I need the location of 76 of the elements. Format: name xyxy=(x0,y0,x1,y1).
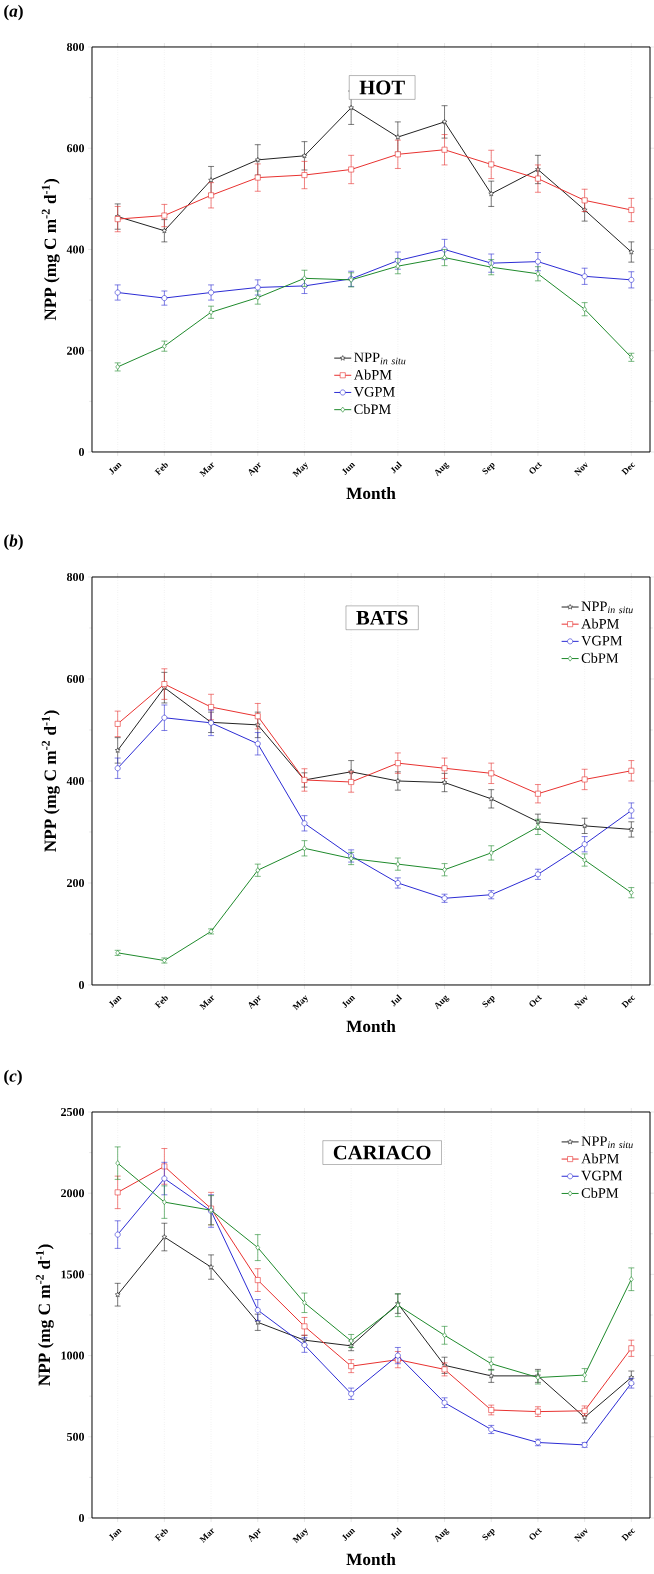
text: CARIACO xyxy=(333,1145,431,1160)
x-tick-label: Aug xyxy=(435,995,450,1010)
legend-label: AbPM xyxy=(581,1153,619,1164)
x-tick-label: Sep xyxy=(482,996,495,1008)
y-tick-label: 2000 xyxy=(61,1189,84,1198)
x-tick-label: Jul xyxy=(390,994,403,1007)
text: (a) xyxy=(4,4,23,21)
y-tick-label: 2500 xyxy=(61,1107,84,1117)
y-tick-label: 800 xyxy=(66,572,84,582)
x-tick-label: Mar xyxy=(199,995,215,1010)
y-tick-label: 400 xyxy=(66,776,84,786)
legend-label: VGPM xyxy=(353,386,395,397)
x-tick-label: May xyxy=(292,1528,308,1544)
text: BATS xyxy=(356,610,408,625)
legend-label: VGPM xyxy=(581,1170,623,1181)
x-tick-label: Sep xyxy=(482,463,495,475)
x-axis-title: Month xyxy=(346,486,396,500)
x-tick-label: Apr xyxy=(248,1528,262,1542)
x-tick-label: Nov xyxy=(573,1528,588,1542)
x-tick-label: Jun xyxy=(341,462,356,475)
x-tick-label: Jul xyxy=(390,461,403,474)
y-axis-title: NPP (mg C m$^{-2}$ d$^{-1}$) xyxy=(41,710,60,852)
legend-label: AbPM xyxy=(353,369,392,380)
text: (b) xyxy=(4,534,23,551)
x-tick-label: Jan xyxy=(108,995,122,1008)
x-tick-label: Mar xyxy=(199,462,215,477)
x-tick-label: May xyxy=(292,462,308,478)
legend-label: $\mathrm{NPP}_{\mathit{in\ situ}}$ xyxy=(354,352,406,365)
x-tick-label: Mar xyxy=(199,1528,215,1543)
y-tick-label: 0 xyxy=(78,980,84,990)
y-tick-label: 600 xyxy=(66,144,84,153)
y-axis-title: NPP (mg C m$^{-2}$ d$^{-1}$) xyxy=(41,179,60,321)
y-tick-label: 400 xyxy=(66,245,84,254)
x-tick-label: Nov xyxy=(573,462,588,476)
x-tick-label: Nov xyxy=(573,995,588,1009)
x-tick-label: Dec xyxy=(621,462,636,476)
x-tick-label: Feb xyxy=(154,996,168,1009)
x-tick-label: Aug xyxy=(435,1528,450,1543)
x-tick-label: Jun xyxy=(341,995,356,1009)
x-tick-label: Dec xyxy=(621,995,636,1009)
x-tick-label: Jul xyxy=(390,1527,403,1540)
x-tick-label: Jan xyxy=(108,1528,122,1541)
legend-label: $\mathrm{NPP}_{\mathit{in\ situ}}$ xyxy=(581,601,633,614)
y-tick-label: 1500 xyxy=(61,1270,84,1279)
legend-label: CbPM xyxy=(354,403,391,415)
legend-label: $\mathrm{NPP}_{\mathit{in\ situ}}$ xyxy=(581,1136,633,1149)
y-tick-label: 600 xyxy=(66,674,84,684)
y-axis-title: NPP (mg C m$^{-2}$ d$^{-1}$) xyxy=(35,1244,54,1386)
x-tick-label: Dec xyxy=(621,1528,636,1542)
x-tick-label: Jan xyxy=(108,462,122,475)
x-axis-title: Month xyxy=(346,1020,396,1033)
x-tick-label: Apr xyxy=(248,462,262,476)
y-tick-label: 0 xyxy=(78,447,84,456)
x-tick-label: Feb xyxy=(154,463,168,476)
y-tick-label: 500 xyxy=(67,1432,84,1441)
x-tick-label: Apr xyxy=(248,995,262,1009)
x-axis-title: Month xyxy=(346,1553,396,1566)
x-tick-label: Jun xyxy=(341,1528,356,1542)
text: (c) xyxy=(4,1069,22,1086)
text: HOT xyxy=(359,80,405,95)
legend-label: VGPM xyxy=(581,635,623,646)
y-tick-label: 1000 xyxy=(61,1351,84,1360)
y-tick-label: 200 xyxy=(67,878,84,888)
x-tick-label: Oct xyxy=(529,1528,542,1540)
x-tick-label: Aug xyxy=(435,462,450,477)
x-tick-label: Oct xyxy=(529,995,542,1007)
legend-label: AbPM xyxy=(581,618,619,629)
legend-label: CbPM xyxy=(581,1187,619,1198)
y-tick-label: 0 xyxy=(78,1513,84,1523)
x-tick-label: Feb xyxy=(154,1529,168,1542)
x-tick-label: Oct xyxy=(529,462,542,474)
legend-label: CbPM xyxy=(581,652,619,663)
x-tick-label: May xyxy=(292,995,308,1011)
x-tick-label: Sep xyxy=(482,1529,495,1541)
y-tick-label: 800 xyxy=(66,42,84,51)
y-tick-label: 200 xyxy=(67,346,84,355)
